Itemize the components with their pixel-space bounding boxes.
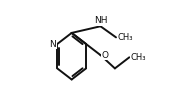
- Text: O: O: [102, 51, 109, 60]
- Text: CH₃: CH₃: [130, 53, 146, 62]
- Text: CH₃: CH₃: [117, 33, 133, 42]
- Text: N: N: [49, 40, 56, 48]
- Text: NH: NH: [94, 16, 107, 25]
